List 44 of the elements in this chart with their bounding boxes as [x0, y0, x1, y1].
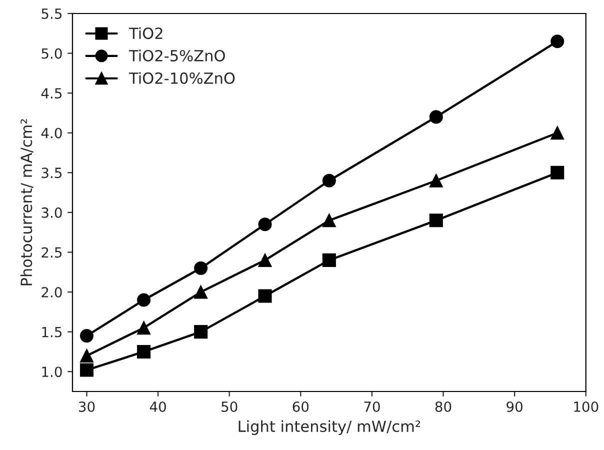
point: [322, 214, 336, 228]
point: [258, 289, 272, 303]
y-axis-title: Photocurrent/ mA/cm²: [20, 119, 34, 286]
legend-label: TiO2-10%ZnO: [128, 72, 235, 84]
point: [194, 285, 208, 299]
x-tick-label: 100: [574, 401, 598, 412]
point: [258, 218, 272, 232]
legend-label: TiO2: [128, 27, 162, 40]
x-tick-label: 90: [506, 401, 522, 412]
y-tick-label: 3.0: [42, 207, 62, 218]
point: [80, 329, 94, 343]
y-tick-label: 4.0: [41, 128, 62, 138]
x-tick-label: 30: [78, 401, 95, 412]
y-tick-label: 5.0: [42, 48, 62, 59]
point: [137, 293, 151, 307]
point: [550, 166, 564, 180]
point: [550, 126, 564, 140]
point: [322, 174, 336, 188]
point: [429, 214, 443, 228]
point: [194, 325, 208, 339]
point: [429, 174, 443, 188]
x-axis-title: Light intensity/ mW/cm²: [238, 420, 420, 436]
y-tick-label: 5.5: [42, 8, 62, 19]
x-tick-label: 80: [435, 401, 452, 412]
y-tick-label: 1.5: [42, 326, 62, 338]
x-tick-label: 60: [292, 401, 309, 412]
legend-label: TiO2-5%ZnO: [128, 50, 225, 62]
point: [137, 321, 151, 335]
point: [80, 348, 94, 362]
y-tick-label: 2.0: [42, 286, 62, 298]
y-tick-label: 3.5: [42, 168, 62, 178]
y-tick-label: 4.5: [41, 88, 62, 99]
x-tick-label: 40: [150, 401, 166, 412]
point: [258, 253, 272, 267]
point: [194, 261, 208, 275]
x-tick-label: 70: [364, 401, 380, 412]
y-tick-label: 2.5: [42, 247, 62, 258]
point: [80, 363, 94, 377]
x-tick-label: 50: [222, 401, 238, 412]
point: [137, 344, 151, 358]
point: [429, 110, 443, 124]
point: [550, 34, 564, 48]
y-tick-label: 1.0: [42, 366, 62, 378]
point: [322, 253, 336, 267]
